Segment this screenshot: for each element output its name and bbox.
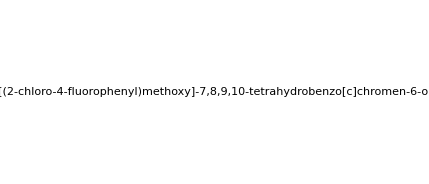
Text: 3-[(2-chloro-4-fluorophenyl)methoxy]-7,8,9,10-tetrahydrobenzo[c]chromen-6-one: 3-[(2-chloro-4-fluorophenyl)methoxy]-7,8… — [0, 87, 429, 97]
